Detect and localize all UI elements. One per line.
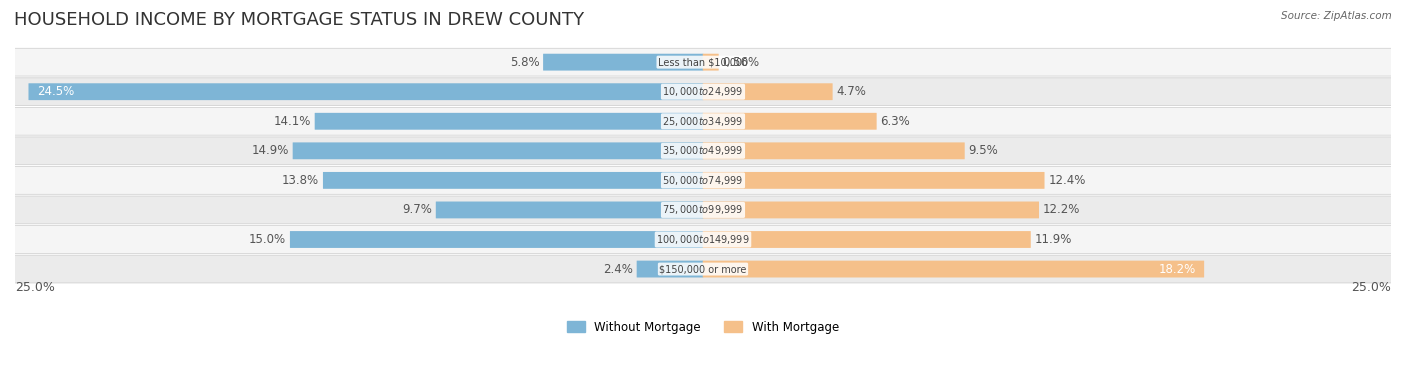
Text: $75,000 to $99,999: $75,000 to $99,999 bbox=[662, 203, 744, 217]
FancyBboxPatch shape bbox=[14, 166, 1392, 194]
Legend: Without Mortgage, With Mortgage: Without Mortgage, With Mortgage bbox=[562, 316, 844, 338]
FancyBboxPatch shape bbox=[14, 48, 1392, 76]
Text: Less than $10,000: Less than $10,000 bbox=[658, 57, 748, 67]
FancyBboxPatch shape bbox=[436, 201, 703, 218]
Text: 6.3%: 6.3% bbox=[880, 115, 910, 128]
Text: $25,000 to $34,999: $25,000 to $34,999 bbox=[662, 115, 744, 128]
Text: $100,000 to $149,999: $100,000 to $149,999 bbox=[657, 233, 749, 246]
FancyBboxPatch shape bbox=[637, 261, 703, 277]
FancyBboxPatch shape bbox=[14, 196, 1392, 224]
FancyBboxPatch shape bbox=[292, 143, 703, 159]
Text: $35,000 to $49,999: $35,000 to $49,999 bbox=[662, 144, 744, 157]
FancyBboxPatch shape bbox=[703, 261, 1204, 277]
Text: 12.4%: 12.4% bbox=[1049, 174, 1085, 187]
Text: $50,000 to $74,999: $50,000 to $74,999 bbox=[662, 174, 744, 187]
Text: $10,000 to $24,999: $10,000 to $24,999 bbox=[662, 85, 744, 98]
Text: 13.8%: 13.8% bbox=[283, 174, 319, 187]
FancyBboxPatch shape bbox=[703, 113, 877, 130]
FancyBboxPatch shape bbox=[14, 137, 1392, 165]
Text: 15.0%: 15.0% bbox=[249, 233, 285, 246]
FancyBboxPatch shape bbox=[315, 113, 703, 130]
FancyBboxPatch shape bbox=[703, 83, 832, 100]
FancyBboxPatch shape bbox=[14, 107, 1392, 135]
FancyBboxPatch shape bbox=[703, 172, 1045, 189]
Text: 9.7%: 9.7% bbox=[402, 203, 432, 217]
FancyBboxPatch shape bbox=[323, 172, 703, 189]
Text: Source: ZipAtlas.com: Source: ZipAtlas.com bbox=[1281, 11, 1392, 21]
Text: 25.0%: 25.0% bbox=[1351, 281, 1391, 294]
Text: 25.0%: 25.0% bbox=[15, 281, 55, 294]
FancyBboxPatch shape bbox=[703, 143, 965, 159]
Text: 24.5%: 24.5% bbox=[37, 85, 75, 98]
FancyBboxPatch shape bbox=[28, 83, 703, 100]
FancyBboxPatch shape bbox=[703, 54, 718, 71]
Text: 18.2%: 18.2% bbox=[1159, 263, 1195, 276]
Text: 9.5%: 9.5% bbox=[969, 144, 998, 157]
FancyBboxPatch shape bbox=[14, 78, 1392, 105]
FancyBboxPatch shape bbox=[543, 54, 703, 71]
Text: 14.1%: 14.1% bbox=[273, 115, 311, 128]
Text: 0.56%: 0.56% bbox=[723, 56, 759, 69]
Text: 11.9%: 11.9% bbox=[1035, 233, 1071, 246]
FancyBboxPatch shape bbox=[14, 255, 1392, 283]
Text: 12.2%: 12.2% bbox=[1043, 203, 1080, 217]
FancyBboxPatch shape bbox=[14, 226, 1392, 253]
Text: $150,000 or more: $150,000 or more bbox=[659, 264, 747, 274]
FancyBboxPatch shape bbox=[703, 231, 1031, 248]
FancyBboxPatch shape bbox=[703, 201, 1039, 218]
Text: HOUSEHOLD INCOME BY MORTGAGE STATUS IN DREW COUNTY: HOUSEHOLD INCOME BY MORTGAGE STATUS IN D… bbox=[14, 11, 583, 29]
Text: 5.8%: 5.8% bbox=[509, 56, 540, 69]
FancyBboxPatch shape bbox=[290, 231, 703, 248]
Text: 14.9%: 14.9% bbox=[252, 144, 288, 157]
Text: 4.7%: 4.7% bbox=[837, 85, 866, 98]
Text: 2.4%: 2.4% bbox=[603, 263, 633, 276]
